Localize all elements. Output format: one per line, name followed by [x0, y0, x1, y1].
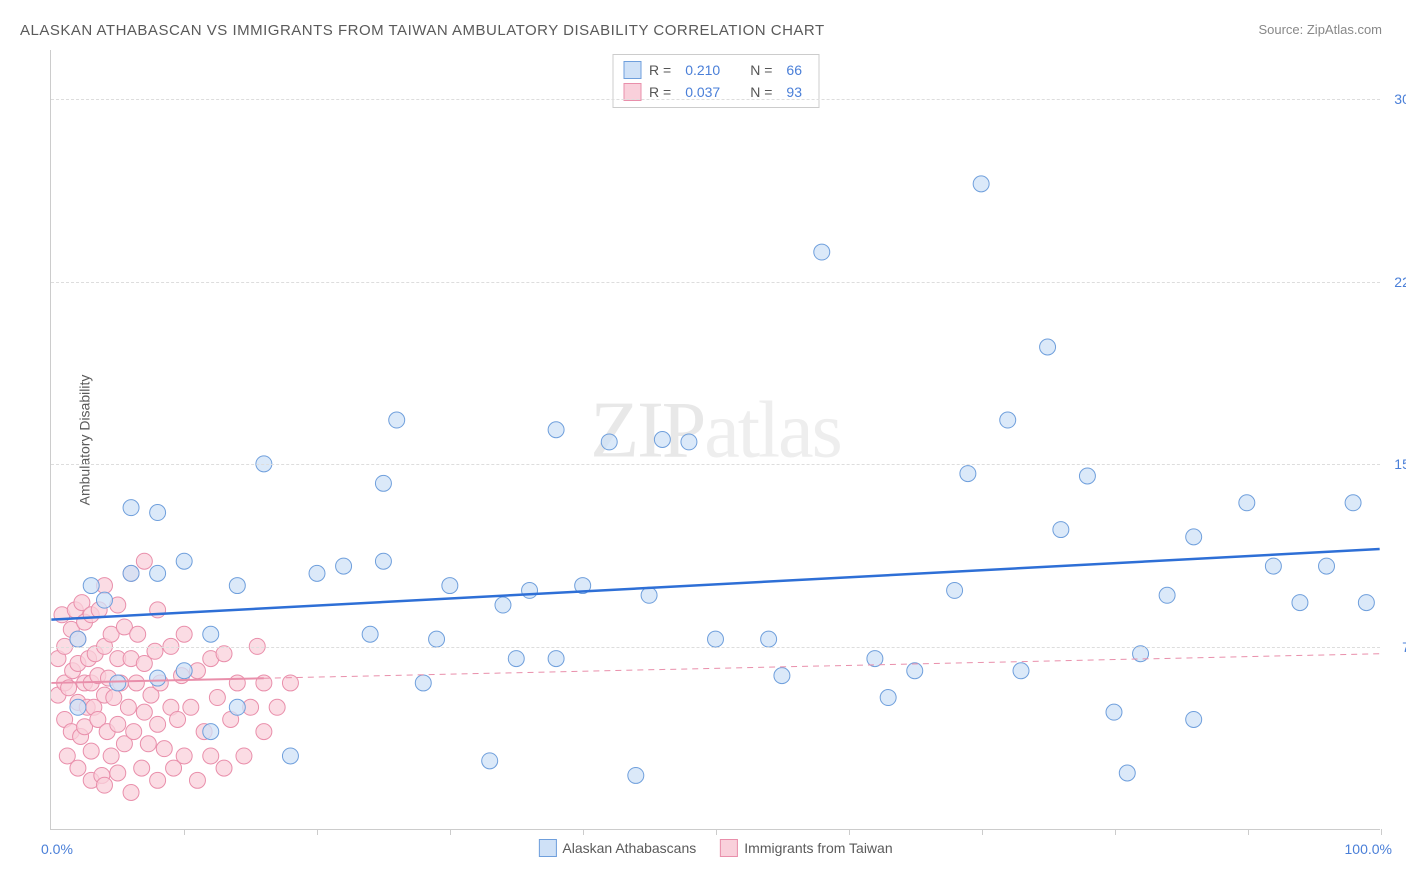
stats-legend: R = 0.210 N = 66 R = 0.037 N = 93 — [612, 54, 819, 108]
chart-title: ALASKAN ATHABASCAN VS IMMIGRANTS FROM TA… — [20, 22, 825, 39]
scatter-svg — [51, 50, 1380, 829]
series-legend: Alaskan Athabascans Immigrants from Taiw… — [538, 839, 892, 857]
swatch-blue — [623, 61, 641, 79]
ytick-label: 15.0% — [1394, 456, 1406, 472]
swatch-blue — [538, 839, 556, 857]
legend-item-pink: Immigrants from Taiwan — [720, 839, 892, 857]
source-attribution: Source: ZipAtlas.com — [1258, 22, 1382, 37]
swatch-pink — [720, 839, 738, 857]
legend-row-blue: R = 0.210 N = 66 — [623, 59, 808, 81]
yaxis-title: Ambulatory Disability — [76, 374, 92, 505]
ytick-label: 30.0% — [1394, 91, 1406, 107]
xaxis-min-label: 0.0% — [41, 841, 73, 857]
ytick-label: 22.5% — [1394, 274, 1406, 290]
xaxis-max-label: 100.0% — [1345, 841, 1392, 857]
legend-item-blue: Alaskan Athabascans — [538, 839, 696, 857]
watermark: ZIPatlas — [590, 385, 841, 476]
ytick-label: 7.5% — [1402, 639, 1406, 655]
plot-area: Ambulatory Disability ZIPatlas R = 0.210… — [50, 50, 1380, 830]
